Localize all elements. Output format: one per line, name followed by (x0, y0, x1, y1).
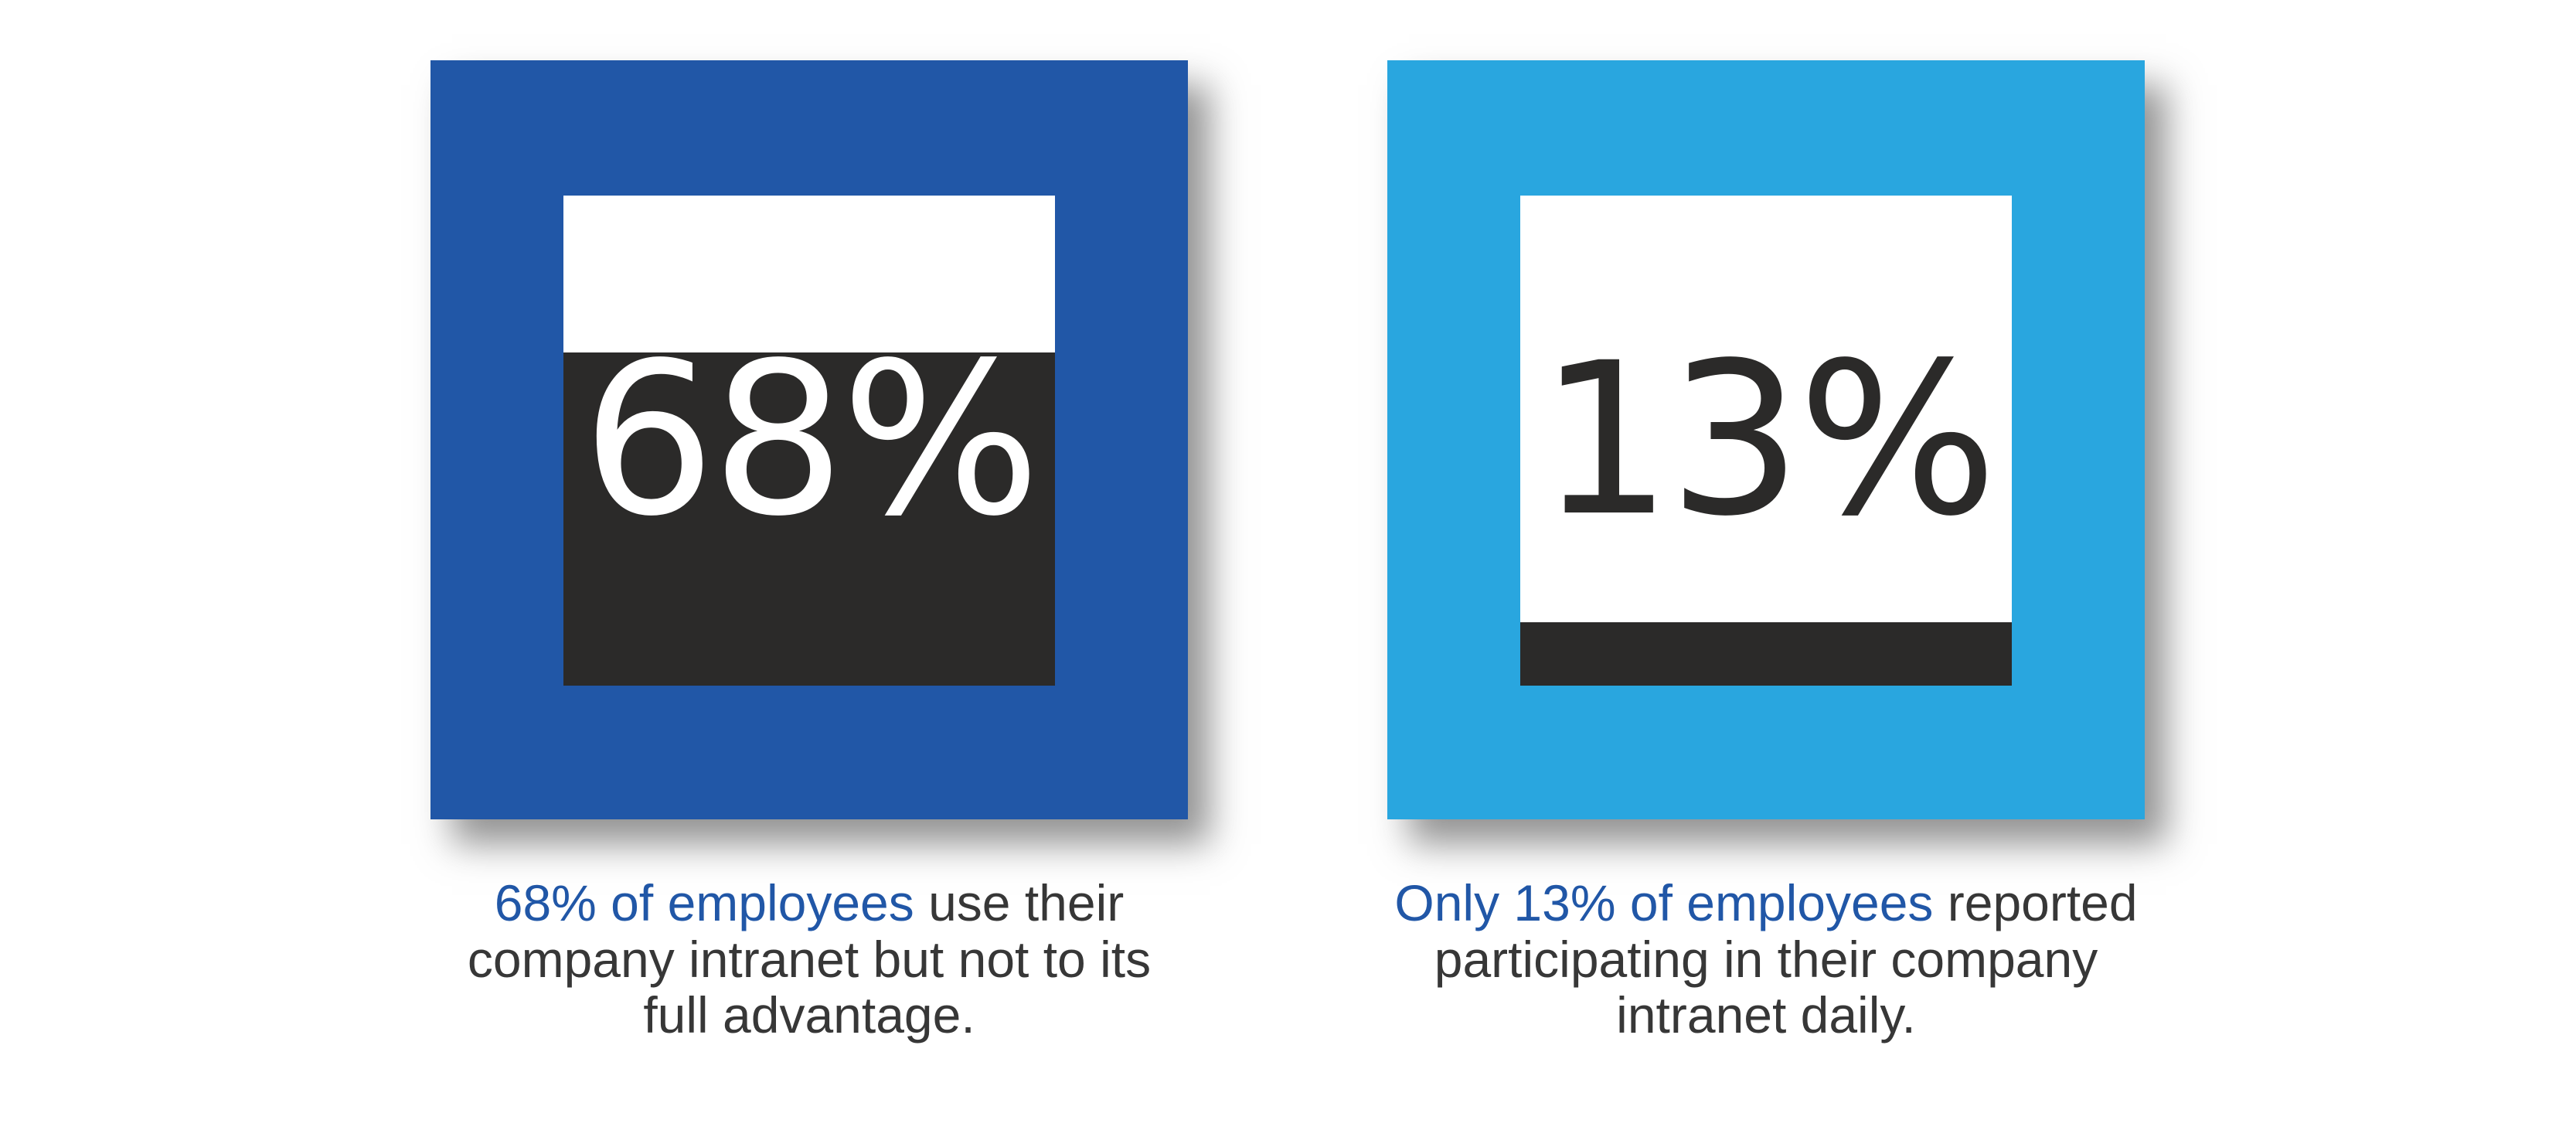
stat-figure-intranet-usage: 68% 68% of employees use their company i… (430, 60, 1188, 1044)
caption-highlight-13: Only 13% of employees (1394, 874, 1934, 931)
caption-intranet-usage: 68% of employees use their company intra… (437, 875, 1183, 1044)
percent-label-13: 13% (1538, 318, 1998, 563)
caption-rest-13: reported participating in their company … (1434, 874, 2138, 1044)
caption-daily-participation: Only 13% of employees reported participa… (1393, 875, 2139, 1044)
caption-highlight-68: 68% of employees (494, 874, 914, 931)
stat-figure-daily-participation: 13% Only 13% of employees reported parti… (1387, 60, 2145, 1044)
gauge-fill-13 (1520, 621, 2012, 686)
stat-frame-light-blue: 13% (1387, 60, 2145, 819)
stat-frame-dark-blue: 68% (430, 60, 1188, 819)
fill-gauge-13: 13% (1520, 196, 2012, 686)
gauge-fill-68 (563, 352, 1055, 686)
fill-gauge-68: 68% (563, 196, 1055, 686)
caption-rest-68: use their company intranet but not to it… (467, 874, 1152, 1044)
percent-label-68: 68% (581, 318, 1041, 563)
